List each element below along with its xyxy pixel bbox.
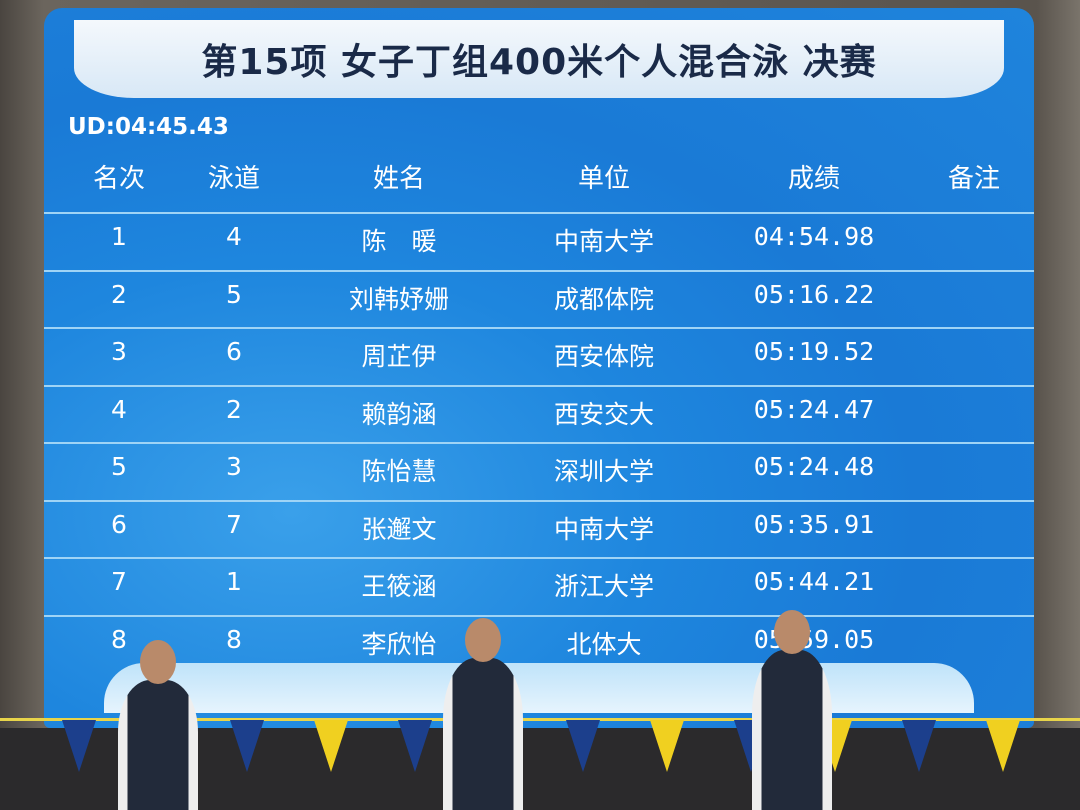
table-row: 7 1 王筱涵 浙江大学 05:44.21 (44, 557, 1034, 614)
cell-unit: 西安体院 (553, 342, 654, 371)
flag-rope (0, 718, 1080, 721)
table-row: 3 6 周芷伊 西安体院 05:19.52 (44, 327, 1034, 384)
cell-result: 05:19.52 (753, 337, 875, 366)
cell-result: 05:44.21 (753, 567, 875, 596)
cell-unit: 浙江大学 (553, 572, 654, 601)
cell-name: 刘韩妤姗 (348, 284, 449, 314)
header-result: 成绩 (787, 164, 840, 194)
cell-lane: 8 (226, 624, 242, 654)
board-bottom-band (104, 663, 974, 713)
event-title: 第15项 女子丁组400米个人混合泳 决赛 (201, 42, 877, 83)
cell-result: 05:24.47 (753, 394, 875, 424)
cell-lane: 5 (226, 279, 242, 309)
table-row: 6 7 张邂文 中南大学 05:35.91 (44, 499, 1034, 557)
cell-rank: 5 (111, 452, 127, 481)
cell-lane: 7 (226, 509, 242, 539)
cell-rank: 4 (111, 394, 127, 424)
cell-result: 04:54.98 (753, 222, 875, 251)
header-lane: 泳道 (207, 164, 260, 194)
cell-lane: 1 (226, 567, 242, 596)
cell-unit: 西安交大 (553, 399, 654, 429)
official-person (118, 680, 198, 810)
cell-unit: 成都体院 (553, 284, 654, 314)
cell-rank: 3 (111, 337, 127, 366)
cell-result: 05:16.22 (753, 279, 875, 309)
cell-name: 王筱涵 (361, 572, 437, 601)
table-row: 5 3 陈怡慧 深圳大学 05:24.48 (44, 442, 1034, 499)
ud-time: UD:04:45.43 (68, 114, 229, 140)
cell-lane: 3 (226, 452, 242, 481)
scoreboard: 第15项 女子丁组400米个人混合泳 决赛 UD:04:45.43 名次 泳道 … (44, 8, 1034, 728)
cell-result: 05:35.91 (753, 509, 875, 539)
header-rank: 名次 (92, 164, 145, 194)
cell-name: 李欣怡 (361, 629, 437, 659)
table-header: 名次 泳道 姓名 单位 成绩 备注 (44, 158, 1034, 198)
table-row: 2 5 刘韩妤姗 成都体院 05:16.22 (44, 269, 1034, 327)
person-head (774, 610, 810, 654)
table-row: 8 8 李欣怡 北体大 05:59.05 (44, 614, 1034, 672)
cell-lane: 4 (226, 222, 242, 251)
cell-unit: 北体大 (566, 629, 642, 659)
cell-unit: 中南大学 (553, 514, 654, 544)
cell-result: 05:24.48 (753, 452, 875, 481)
cell-unit: 中南大学 (553, 227, 654, 256)
cell-rank: 8 (111, 624, 127, 654)
cell-rank: 7 (111, 567, 127, 596)
person-head (140, 640, 176, 684)
header-name: 姓名 (372, 164, 425, 194)
cell-rank: 6 (111, 509, 127, 539)
table-row: 4 2 赖韵涵 西安交大 05:24.47 (44, 384, 1034, 442)
cell-name: 陈 暖 (361, 227, 437, 256)
cell-lane: 2 (226, 394, 242, 424)
person-head (465, 618, 501, 662)
cell-result: 05:59.05 (753, 624, 875, 654)
cell-name: 周芷伊 (361, 342, 437, 371)
cell-rank: 1 (111, 222, 127, 251)
cell-name: 张邂文 (361, 514, 437, 544)
table-row: 1 4 陈 暖 中南大学 04:54.98 (44, 212, 1034, 269)
cell-lane: 6 (226, 337, 242, 366)
official-person (443, 658, 523, 810)
cell-rank: 2 (111, 279, 127, 309)
official-person (752, 650, 832, 810)
title-banner: 第15项 女子丁组400米个人混合泳 决赛 (74, 20, 1004, 98)
cell-unit: 深圳大学 (553, 457, 654, 486)
cell-name: 陈怡慧 (361, 457, 437, 486)
header-unit: 单位 (577, 164, 630, 194)
header-note: 备注 (947, 164, 1000, 194)
cell-name: 赖韵涵 (361, 399, 437, 429)
